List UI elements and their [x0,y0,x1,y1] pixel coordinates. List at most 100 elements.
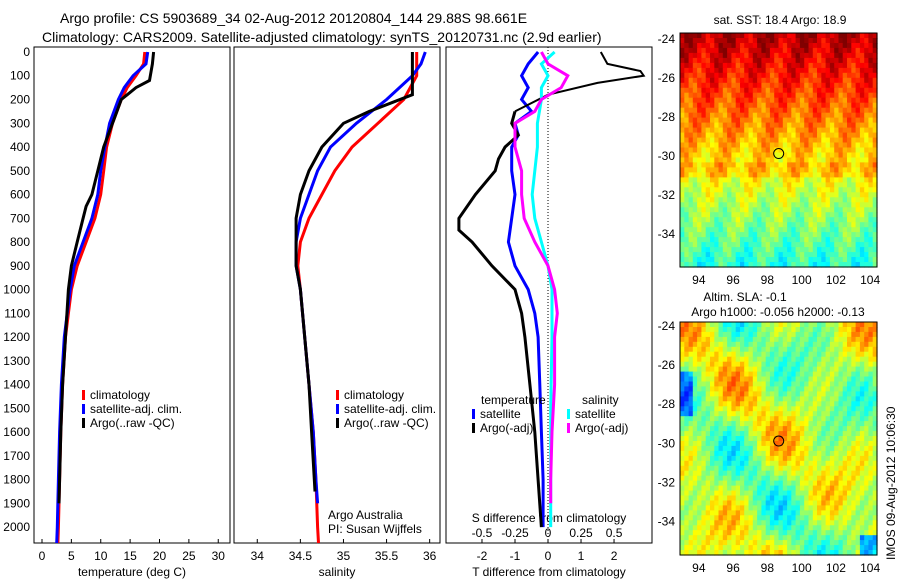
map-cell [842,92,848,99]
map-cell [829,500,835,507]
map-cell [821,366,827,373]
map-cell [838,132,844,139]
map-cell [812,52,818,59]
map-cell [684,406,690,412]
map-cell [705,172,711,178]
map-cell [851,132,857,139]
map-cell [744,257,750,263]
map-cell [714,82,720,89]
map-cell [769,232,775,238]
map-cell [740,470,745,477]
map-cell [872,445,878,452]
map-cell [821,465,827,472]
map-cell [855,386,861,392]
map-cell [774,520,780,526]
map-cell [714,475,720,482]
map-cell [868,416,874,422]
map-cell [817,510,822,516]
map-cell [838,510,844,516]
map-cell [808,530,814,536]
map-cell [761,475,767,482]
map-cell [859,530,865,536]
map-cell [838,227,844,233]
map-cell [804,550,810,556]
map-cell [718,341,724,348]
map-cell [710,52,715,59]
map-cell [812,441,818,447]
map-cell [791,82,797,89]
map-cell [748,242,754,248]
map-cell [817,77,822,84]
map-cell [804,192,810,198]
map-cell [752,530,758,536]
map-cell [842,182,848,188]
map-cell [859,237,865,243]
map-cell [774,172,780,178]
map-cell [718,406,724,412]
map-cell [744,391,750,397]
map-cell [838,520,844,526]
map-cell [804,62,810,69]
map-cell [855,336,861,343]
map-cell [752,356,758,363]
map-cell [684,38,690,44]
map-cell [787,426,792,432]
map-cell [795,167,801,173]
map-cell [705,465,711,472]
map-cell [761,356,767,363]
map-cell [812,366,818,373]
map-cell [752,545,758,551]
map-cell [748,327,754,333]
map-cell [838,122,844,129]
map-cell [684,470,690,477]
map-cell [834,361,840,368]
map-cell [804,401,810,407]
map-cell [795,322,801,328]
map-cell [697,322,702,328]
map-cell [765,426,771,432]
map-cell [855,396,861,402]
map-cell [859,43,865,49]
map-cell [705,92,711,99]
map-cell [804,257,810,263]
map-cell [714,396,720,402]
map-cell [834,122,840,129]
map-cell [825,237,831,243]
map-cell [855,540,861,546]
map-cell [821,540,827,546]
map-cell [799,207,805,213]
map-cell [868,460,874,467]
map-cell [710,122,715,129]
map-cell [864,152,870,159]
map-cell [821,152,827,159]
map-cell [765,137,771,144]
map-cell [680,327,685,333]
map-cell [680,67,685,74]
map-cell [765,376,771,383]
map-cell [855,460,861,467]
map-cell [795,455,801,462]
map-cell [799,327,805,333]
map-cell [710,47,715,54]
map-cell [834,515,840,521]
map-cell [727,545,732,551]
map-cell [714,515,720,521]
map-cell [812,92,818,99]
map-cell [825,92,831,99]
map-cell [684,351,690,358]
map-cell [782,97,788,104]
map-cell [684,202,690,208]
map-cell [701,416,707,422]
map-cell [864,376,870,383]
map-cell [735,137,741,144]
map-cell [838,327,844,333]
map-cell [799,212,805,218]
map-cell [842,162,848,168]
map-cell [795,426,801,432]
map-cell [842,455,848,462]
map-cell [804,147,810,154]
map-cell [714,157,720,164]
map-cell [748,505,754,511]
map-cell [791,257,797,263]
map-cell [799,237,805,243]
